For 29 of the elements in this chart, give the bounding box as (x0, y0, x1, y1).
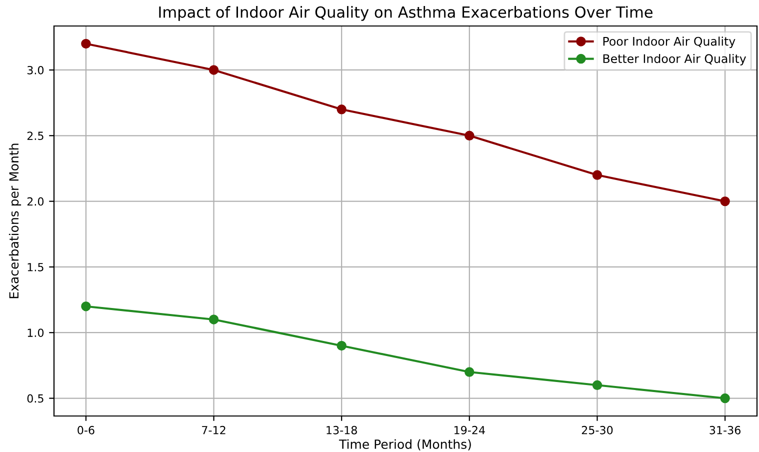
point (208, 314, 219, 324)
x-tick-label: 13-18 (326, 426, 357, 434)
legend-label: Better Indoor Air Quality (603, 54, 746, 66)
point (81, 38, 91, 49)
legend-label: Poor Indoor Air Quality (603, 36, 736, 48)
point (336, 104, 346, 114)
point (464, 130, 474, 141)
point (208, 65, 219, 75)
point (464, 367, 474, 377)
y-tick-label: 1.0 (28, 328, 44, 337)
chart-title: Impact of Indoor Air Quality on Asthma Exacerbations Over Time (159, 6, 652, 21)
x-tick-label: 25-30 (582, 426, 613, 434)
x-axis-title: Time Period (Months) (338, 439, 471, 450)
point (81, 301, 91, 312)
y-tick-label: 0.5 (27, 394, 44, 403)
point (720, 196, 730, 206)
y-tick-label: 2.5 (27, 132, 44, 140)
point (592, 170, 602, 180)
x-tick-label: 0-6 (78, 426, 94, 434)
y-tick-label: 1.5 (28, 263, 44, 272)
y-tick-label: 2.0 (27, 197, 44, 206)
point (720, 393, 730, 404)
point (336, 340, 346, 351)
y-tick-label: 3.0 (27, 66, 44, 74)
point (592, 380, 602, 390)
x-tick-label: 7-12 (202, 426, 226, 434)
x-tick-label: 31-36 (710, 426, 740, 434)
x-tick-label: 19-24 (454, 426, 485, 434)
y-axis-title: Exacerbations per Month (8, 144, 22, 298)
